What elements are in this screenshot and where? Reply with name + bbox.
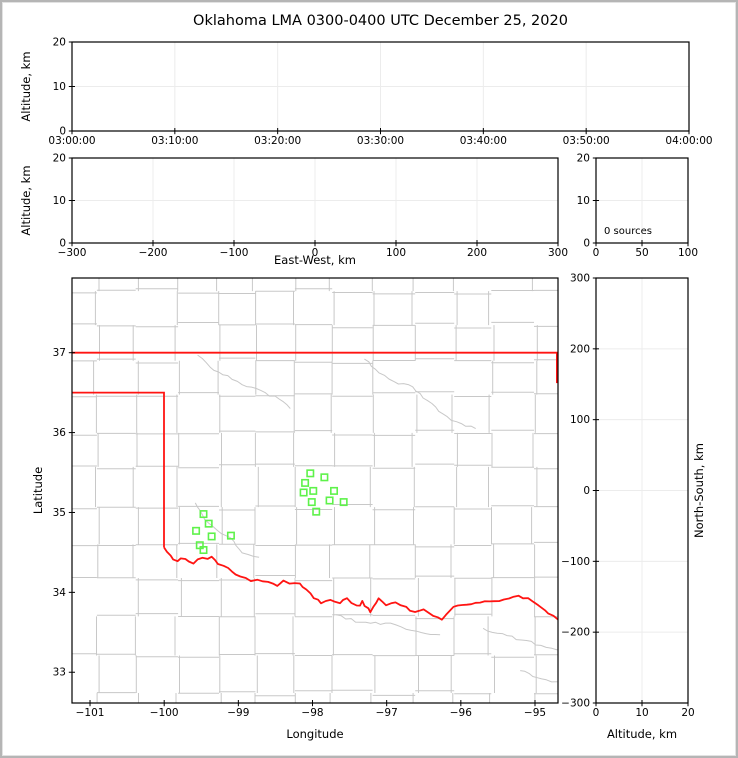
x-tick-label: 10 <box>635 707 648 719</box>
y-tick-label: 20 <box>53 153 66 165</box>
y-tick-label: 36 <box>53 427 67 439</box>
river-line <box>364 358 476 430</box>
x-tick-label: 0 <box>312 247 319 259</box>
x-tick-label: −96 <box>450 707 472 719</box>
y-tick-label: 10 <box>53 195 66 207</box>
x-tick-label: 04:00:00 <box>665 135 712 147</box>
x-tick-label: −100 <box>220 247 249 259</box>
x-tick-label: −101 <box>76 707 105 719</box>
axes-spine <box>71 277 559 704</box>
panel-altitude_histogram: 0 50 100 0 10 20 0 sources <box>577 153 698 260</box>
figure-title: Oklahoma LMA 0300-0400 UTC December 25, … <box>193 13 568 29</box>
lma-source-marker <box>226 531 235 540</box>
lma-source-marker <box>339 498 348 507</box>
lma-source-marker <box>301 478 310 487</box>
y-tick-label: −300 <box>561 698 590 710</box>
y-tick-label: 0 <box>583 238 590 250</box>
y-axis-label: Latitude <box>31 467 45 514</box>
x-tick-label: −95 <box>524 707 546 719</box>
panel-ns_height: 0 10 20 −300 −200 −100 0 100 200 300 Altitude, km N… <box>561 273 706 742</box>
lma-source-marker <box>330 486 339 495</box>
x-axis-label: Altitude, km <box>607 727 677 741</box>
lma-source-marker <box>309 486 318 495</box>
lma-source-marker <box>299 488 308 497</box>
x-axis-label: Longitude <box>286 727 343 741</box>
plot-area <box>72 278 558 703</box>
y-tick-label: 33 <box>53 667 66 679</box>
state-border-red-river <box>163 546 558 621</box>
lma-source-marker <box>312 507 321 516</box>
y-tick-label: 0 <box>583 485 590 497</box>
grid-lines <box>596 278 688 703</box>
y-tick-label: 20 <box>53 37 66 49</box>
river-line <box>194 502 260 558</box>
x-tick-label: −100 <box>150 707 179 719</box>
x-tick-label: 20 <box>681 707 694 719</box>
lma-source-marker <box>306 469 315 478</box>
histogram-annotation: 0 sources <box>604 226 652 237</box>
x-tick-label: 50 <box>635 247 648 259</box>
river-line <box>482 627 558 651</box>
x-axis-label: East-West, km <box>274 253 356 267</box>
panel-plan_view: −101 −100 −99 −98 −97 −96 −95 33 34 35 36 37 Longitu… <box>31 277 559 741</box>
x-tick-label: 0 <box>593 707 600 719</box>
grid-lines <box>596 158 688 243</box>
x-tick-label: 03:30:00 <box>357 135 404 147</box>
x-tick-label: 0 <box>593 247 600 259</box>
y-tick-label: −100 <box>561 556 590 568</box>
state-border <box>72 391 165 548</box>
y-tick-label: 0 <box>59 238 66 250</box>
lma-source-marker <box>204 519 213 528</box>
x-tick-label: 100 <box>386 247 406 259</box>
y-tick-label: 300 <box>570 273 590 285</box>
x-tick-label: 300 <box>548 247 568 259</box>
river-line <box>197 354 291 409</box>
y-axis-label: Altitude, km <box>19 51 33 121</box>
x-tick-label: 100 <box>678 247 698 259</box>
y-tick-label: 37 <box>53 347 66 359</box>
river-line <box>336 614 441 636</box>
x-tick-label: 200 <box>467 247 487 259</box>
lma-source-marker <box>192 526 201 535</box>
y-tick-label: 34 <box>53 587 67 599</box>
x-tick-label: 03:50:00 <box>563 135 610 147</box>
y-axis-label: North-South, km <box>692 443 706 538</box>
y-tick-label: 20 <box>577 153 590 165</box>
lma-source-marker <box>199 546 208 555</box>
x-tick-label: 03:10:00 <box>151 135 198 147</box>
x-tick-label: 03:20:00 <box>254 135 301 147</box>
x-tick-label: −99 <box>227 707 249 719</box>
county-borders <box>72 278 558 703</box>
plan_view-content <box>72 278 558 703</box>
panel-ew_height: −300 −200 −100 0 100 200 300 0 10 20 East-West, km… <box>19 153 568 268</box>
grid-lines <box>72 42 689 131</box>
panel-time_height: 03:00:00 03:10:00 03:20:00 03:30:00 03:40:00… <box>19 37 713 148</box>
lma-source-marker <box>325 496 334 505</box>
y-tick-label: −200 <box>561 627 590 639</box>
lma-source-marker <box>307 498 316 507</box>
grid-lines <box>72 158 558 243</box>
river-line <box>520 670 558 683</box>
x-tick-label: −98 <box>301 707 323 719</box>
x-tick-label: 03:40:00 <box>460 135 507 147</box>
lma-source-marker <box>207 532 216 541</box>
y-axis-label: Altitude, km <box>19 165 33 235</box>
x-tick-label: −300 <box>58 247 87 259</box>
lma-source-marker <box>320 473 329 482</box>
lma-source-marker <box>199 510 208 519</box>
x-tick-label: −200 <box>139 247 168 259</box>
y-tick-label: 200 <box>570 343 590 355</box>
y-tick-label: 0 <box>59 126 66 138</box>
y-tick-label: 35 <box>53 507 66 519</box>
x-tick-label: −97 <box>376 707 398 719</box>
y-tick-label: 10 <box>53 81 66 93</box>
x-tick-label: 03:00:00 <box>48 135 95 147</box>
y-tick-label: 10 <box>577 195 590 207</box>
y-tick-label: 100 <box>570 414 590 426</box>
